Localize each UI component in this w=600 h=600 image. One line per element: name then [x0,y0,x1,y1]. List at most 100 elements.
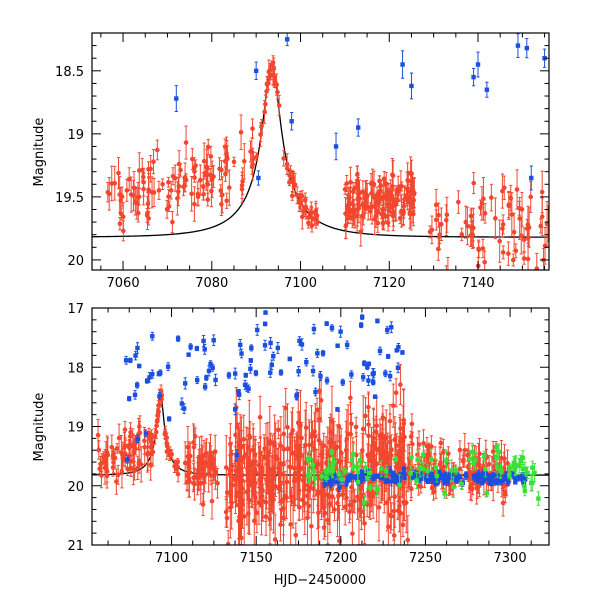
x-tick-label: 7100 [155,551,188,566]
red-point [463,205,469,239]
red-point [506,191,512,220]
red-point [249,463,255,509]
red-point [379,209,384,220]
red-point [192,186,197,222]
blue-point [262,339,268,351]
blue-point [232,367,238,380]
blue-point [374,473,380,479]
green-point [484,489,490,498]
red-point [456,190,461,214]
blue-point [236,389,241,394]
red-point [405,515,411,545]
red-point [429,481,435,495]
blue-point [385,326,390,334]
blue-point [166,416,172,422]
red-point [266,59,272,84]
x-tick-label: 7080 [195,276,228,291]
red-point [122,420,128,439]
red-point [248,140,253,163]
red-point [137,415,143,451]
red-point [109,165,115,202]
blue-point [165,362,171,372]
green-point [429,448,434,471]
red-point [351,199,357,226]
red-point [259,475,264,536]
green-point [459,479,464,489]
red-point [144,208,150,224]
top-ylabel: Magnitude [32,118,47,187]
red-point [401,193,407,219]
blue-point [337,484,342,492]
red-point [166,200,172,213]
blue-point [335,407,340,412]
blue-point [360,373,366,382]
blue-point [476,473,482,480]
red-point [368,172,374,194]
red-point [252,435,258,503]
red-point [376,433,382,465]
red-point [135,455,141,481]
blue-point [278,369,284,376]
red-point [149,429,154,443]
blue-point [150,331,155,341]
red-point [101,451,106,463]
red-point [462,432,468,468]
red-point [385,214,391,232]
y-tick-label: 17 [67,302,84,317]
red-point [343,197,348,231]
red-point [172,164,178,192]
x-tick-label: 7120 [373,276,406,291]
red-point [205,192,211,207]
red-point [176,176,181,207]
red-point [409,413,415,435]
red-point [383,172,389,196]
blue-point [349,370,354,379]
red-point [506,241,511,266]
green-point [350,462,356,472]
red-point [199,444,205,477]
blue-point [311,323,317,335]
red-point [190,148,195,171]
blue-point [385,353,391,359]
red-point [175,466,181,483]
green-point [442,488,447,499]
blue-point [427,475,432,480]
red-point [518,216,524,255]
red-point [359,201,365,231]
red-point [397,212,403,225]
red-point [376,473,382,542]
red-point [306,217,311,229]
green-point [312,471,318,485]
red-point [151,149,156,175]
red-point [348,210,354,225]
blue-point [358,322,364,329]
red-point [303,201,308,216]
red-point [162,425,168,440]
blue-point [375,318,380,324]
red-point [173,465,179,473]
blue-point [157,392,162,400]
blue-point [320,349,326,357]
red-point [288,432,293,503]
red-point [302,471,308,536]
y-tick-label: 19.5 [55,191,84,206]
blue-point [326,295,330,301]
red-point [364,492,370,518]
green-point [326,458,331,480]
green-point [482,450,487,462]
red-point [153,424,159,440]
blue-point [313,387,318,397]
blue-point [253,61,259,81]
blue-point [123,355,129,365]
blue-point [372,394,378,399]
blue-point [211,334,216,347]
red-point [259,119,264,133]
x-tick-label: 7150 [240,551,273,566]
red-point [439,207,444,241]
red-point [112,165,118,201]
green-point [409,446,414,469]
bottom-ylabel: Magnitude [32,393,47,462]
blue-point [255,324,260,336]
red-point [141,172,146,206]
top-panel-frame [91,32,550,271]
